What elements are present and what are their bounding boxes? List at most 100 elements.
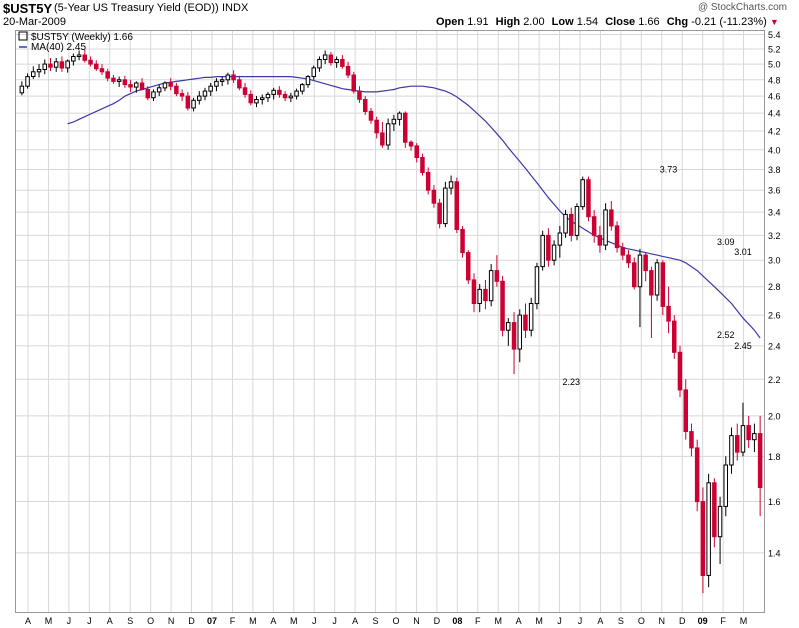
high-label: High [495,16,521,28]
candle-body [740,425,746,453]
candle-body [672,320,677,353]
candle [403,111,408,148]
candle [288,92,294,102]
candle [202,87,208,101]
candle-body [19,85,25,94]
candle [534,262,540,310]
candle [162,81,168,92]
candle [357,86,362,103]
candle-body [294,90,299,97]
candle [128,79,133,92]
y-tick-label: 2.6 [768,311,781,321]
candle-body [71,56,76,62]
candle-body [609,209,614,227]
candle-body [340,59,345,67]
candle [116,76,122,88]
candle-body [488,270,494,302]
candle-body [654,262,660,296]
candle [700,487,706,594]
candle [134,81,139,93]
candle [265,91,271,102]
candle-body [128,84,133,88]
candle-body [551,244,557,261]
x-tick-label: J [67,616,72,626]
candle-body [466,252,471,281]
candle-body [231,74,236,81]
y-tick-label: 1.6 [768,497,781,507]
x-tick-label: D [434,616,441,626]
y-tick-label: 5.4 [768,30,781,40]
candle [443,181,448,228]
candle [746,415,751,448]
open-label: Open [436,16,465,28]
candle [506,318,511,346]
candle-body [717,505,723,538]
candle [277,86,282,98]
candle-body [643,254,648,272]
candle-body [76,54,82,57]
x-tick-label: D [188,616,195,626]
candle-body [443,187,448,225]
ticker-symbol: $UST5Y [3,1,53,16]
candle-body [448,181,454,189]
candle-body [82,54,87,61]
candle-body [477,288,482,304]
chg-label: Chg [666,16,689,28]
candle [689,423,694,457]
candle-body [586,179,591,218]
candle-body [122,79,128,86]
candle [111,74,116,84]
candle-body [649,270,654,296]
candle-body [277,89,282,95]
candle-body [712,482,717,538]
candle [632,257,637,290]
candle-body [694,447,700,503]
candle [437,198,442,229]
candle [385,118,391,150]
candle [660,260,666,316]
candle-body [460,229,465,254]
candle-body [151,91,156,99]
candle-body [357,90,362,100]
candle [305,74,311,88]
candle [185,91,191,111]
candle [637,248,643,328]
value-annotation: 3.73 [660,165,678,175]
x-tick-label: 07 [207,616,217,626]
candle [340,54,345,69]
candle-body [614,225,620,249]
candle-body [431,189,437,204]
y-tick-label: 4.2 [768,127,781,137]
x-tick-label: O [147,616,154,626]
x-tick-label: S [373,616,379,626]
candle-body [31,71,36,78]
candle-body [632,262,637,288]
x-tick-label: F [720,616,726,626]
chg-down-arrow-icon: ▼ [769,17,779,27]
candle-body [139,82,145,90]
x-axis-ticks: A M J J A S O N D 07 F M A M J J A S O N D 08 F M A M J J A S O N D 09 F M [25,616,747,626]
candle-body [368,110,374,121]
candle-body [202,90,208,97]
candle-legend-icon [18,31,28,41]
candle-body [403,112,408,143]
candle [477,283,482,313]
candle [179,89,185,102]
candle-body [591,216,597,236]
candle [122,75,128,88]
x-tick-label: 08 [452,616,462,626]
candle-body [471,279,477,304]
candle [76,50,82,61]
candle-body [300,84,305,92]
x-tick-label: A [107,616,113,626]
candle-body [111,77,116,82]
ohlc-readout: Open 1.91 High 2.00 Low 1.54 Close 1.66 … [436,16,779,28]
candle-body [134,82,139,88]
x-tick-label: S [127,616,133,626]
ma-40-line [67,76,761,339]
candle-body [420,157,425,173]
x-tick-label: N [659,616,666,626]
x-tick-label: M [494,616,502,626]
candle-body [260,97,265,101]
candle [151,89,156,102]
